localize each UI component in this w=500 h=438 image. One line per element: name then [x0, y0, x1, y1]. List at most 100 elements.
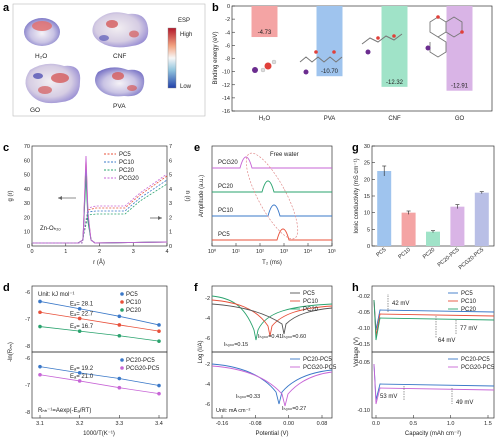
zn-atom: [425, 45, 431, 51]
panel-label-h: h: [352, 282, 359, 294]
d-ytick-label: -8: [25, 410, 30, 416]
d-xlabel: 1000/T(K⁻¹): [83, 431, 115, 437]
g-bar-2: [426, 231, 440, 246]
g-ytick-label: 15: [364, 194, 370, 200]
d-legend-marker: [120, 366, 124, 370]
h-overpotential-label: 53 mV: [380, 394, 397, 400]
d-legend-marker: [120, 308, 124, 312]
c-ytick-right-label: 7: [169, 144, 172, 150]
e-curve: [212, 228, 332, 241]
c-nr-pc20: [32, 183, 168, 244]
f-legend-entry: PCG20-PC5: [303, 365, 337, 371]
b-ytick-label: -12: [222, 83, 230, 89]
cnf-esp-spot-3: [99, 35, 109, 41]
e-curves: PCG20 PC20 PC10 PC5: [212, 156, 332, 241]
d-point: [157, 391, 161, 396]
b-value-label: -12.91: [451, 84, 469, 90]
f-curve-pc20-pc5: [211, 363, 333, 405]
f-curve-pcg20-pc5: [211, 365, 333, 407]
molecule-label-cnf: CNF: [113, 53, 126, 60]
g-bar-1: [401, 212, 416, 246]
d-legend-entry: PC10: [126, 300, 142, 306]
e-series-label: PC20: [218, 184, 234, 190]
f-curve-pc10: [211, 299, 333, 337]
h-text: PC5 PC10 PC20 42 mV 64 mV 77 mV PC20-PC5 PCG20-…: [380, 291, 495, 406]
d-xtick-label: 3.1: [36, 421, 44, 427]
panel-e: e Amplitude (a.u.) T₂ (ms) 10⁰ 10¹ 10² 10³ 1…: [194, 142, 336, 266]
c-arrowhead-left: [58, 196, 62, 200]
f-xtick-label: 0.08: [317, 421, 328, 427]
c-curves: [32, 155, 168, 244]
b-molecule-sketches: [252, 15, 464, 75]
c-nr-pc10: [32, 179, 168, 244]
f-current-label: Iₕₒₙₙ=0.41: [258, 334, 282, 340]
molecule-label-pva: PVA: [113, 103, 126, 110]
panel-label-e: e: [194, 142, 200, 154]
c-annotation: Zn-Oₕ₂ₒ: [40, 226, 61, 232]
d-point: [77, 329, 82, 333]
h-legend-entry: PC10: [461, 299, 477, 305]
h-ticks: 0.0 0.5 1.0 1.5 -0.02 -0.05 -0.10 -0.15 -0.05 -0.…: [357, 294, 491, 427]
d-fit-line: [39, 366, 160, 386]
d-fit-line: [39, 326, 160, 342]
h-ytick-label: -0.15: [357, 342, 370, 348]
f-ylabel: Log (I/A): [198, 340, 204, 363]
c-nr-pc5: [32, 175, 168, 244]
h-curve-pcg20-pc5: [373, 363, 495, 405]
pva-oxygen-atom: [314, 50, 318, 54]
panel-d-bottom-axes: [31, 351, 168, 419]
e-xtick-label: 10¹: [232, 249, 240, 255]
b-bar-0: [251, 6, 278, 38]
d-ea-label: Eₐ= 19.2: [70, 366, 94, 372]
d-legend-marker: [120, 292, 124, 296]
g-bars: [377, 165, 489, 246]
f-unit: Unit: mA cm⁻²: [216, 408, 251, 414]
pva-esp-spot-2: [127, 85, 137, 91]
pva-chain-sketch: [299, 56, 343, 63]
c-nr-pcg20: [32, 173, 168, 244]
h-curve-pc20: [373, 299, 495, 341]
c-ytick-left-label: 0: [27, 244, 30, 250]
h-ylabel: Voltage (V): [354, 337, 360, 367]
c-xtick-label: 1: [64, 249, 67, 255]
d-point: [38, 364, 42, 369]
g-bar-4: [474, 192, 489, 246]
b-value-label: -4.73: [258, 30, 272, 36]
b-ytick-label: -4: [225, 30, 230, 36]
g-category-label: PC20: [422, 247, 436, 260]
c-ytick-left-label: 60: [24, 158, 30, 164]
h2o-oxygen-atom: [264, 62, 272, 70]
h-overpotential-label: 49 mV: [456, 400, 473, 406]
h-ytick-label: -0.10: [357, 326, 370, 332]
c-xtick-label: 3: [132, 249, 135, 255]
c-ytick-left-label: 20: [24, 215, 30, 221]
d-ytick-label: -8: [25, 344, 30, 350]
b-ytick-label: -10: [222, 70, 230, 76]
f-curve-pc20: [211, 295, 333, 341]
cnf-esp-spot-1: [106, 20, 118, 28]
d-point: [117, 376, 122, 381]
h-ytick-label: -0.05: [357, 310, 370, 316]
go-esp-spot-1: [51, 73, 69, 83]
h-legend-entry: PC20-PC5: [461, 357, 490, 363]
d-point: [38, 310, 42, 315]
e-xtick-label: 10²: [256, 249, 264, 255]
d-legend-entry: PC20: [126, 308, 142, 314]
d-plot: Eₐ= 28.1 PC5 Eₐ= 22.7 PC10 Eₐ= 16.7 PC20 Eₐ= 1…: [38, 292, 161, 396]
c-ytick-left-label: 50: [24, 173, 30, 179]
g-category-label: PC10: [397, 247, 411, 260]
panel-d: d -ln(Rₕₕ) 1000/T(K⁻¹) Unit: kJ mol⁻¹ Rₕ…: [3, 282, 168, 437]
b-category-label: GO: [455, 116, 465, 122]
b-bar-1: [316, 6, 343, 77]
h2o-esp-positive: [32, 21, 52, 31]
c-arrowhead-right: [158, 216, 162, 220]
g-ylabel: Ionic conductivity (mS cm⁻¹): [354, 158, 360, 233]
c-xtick-label: 2: [98, 249, 101, 255]
f-ytick-label: -6: [205, 402, 210, 408]
b-bars: -4.73 -10.70 -12.32 -12.91: [251, 6, 473, 91]
d-point: [117, 333, 122, 338]
panel-label-d: d: [3, 282, 10, 294]
